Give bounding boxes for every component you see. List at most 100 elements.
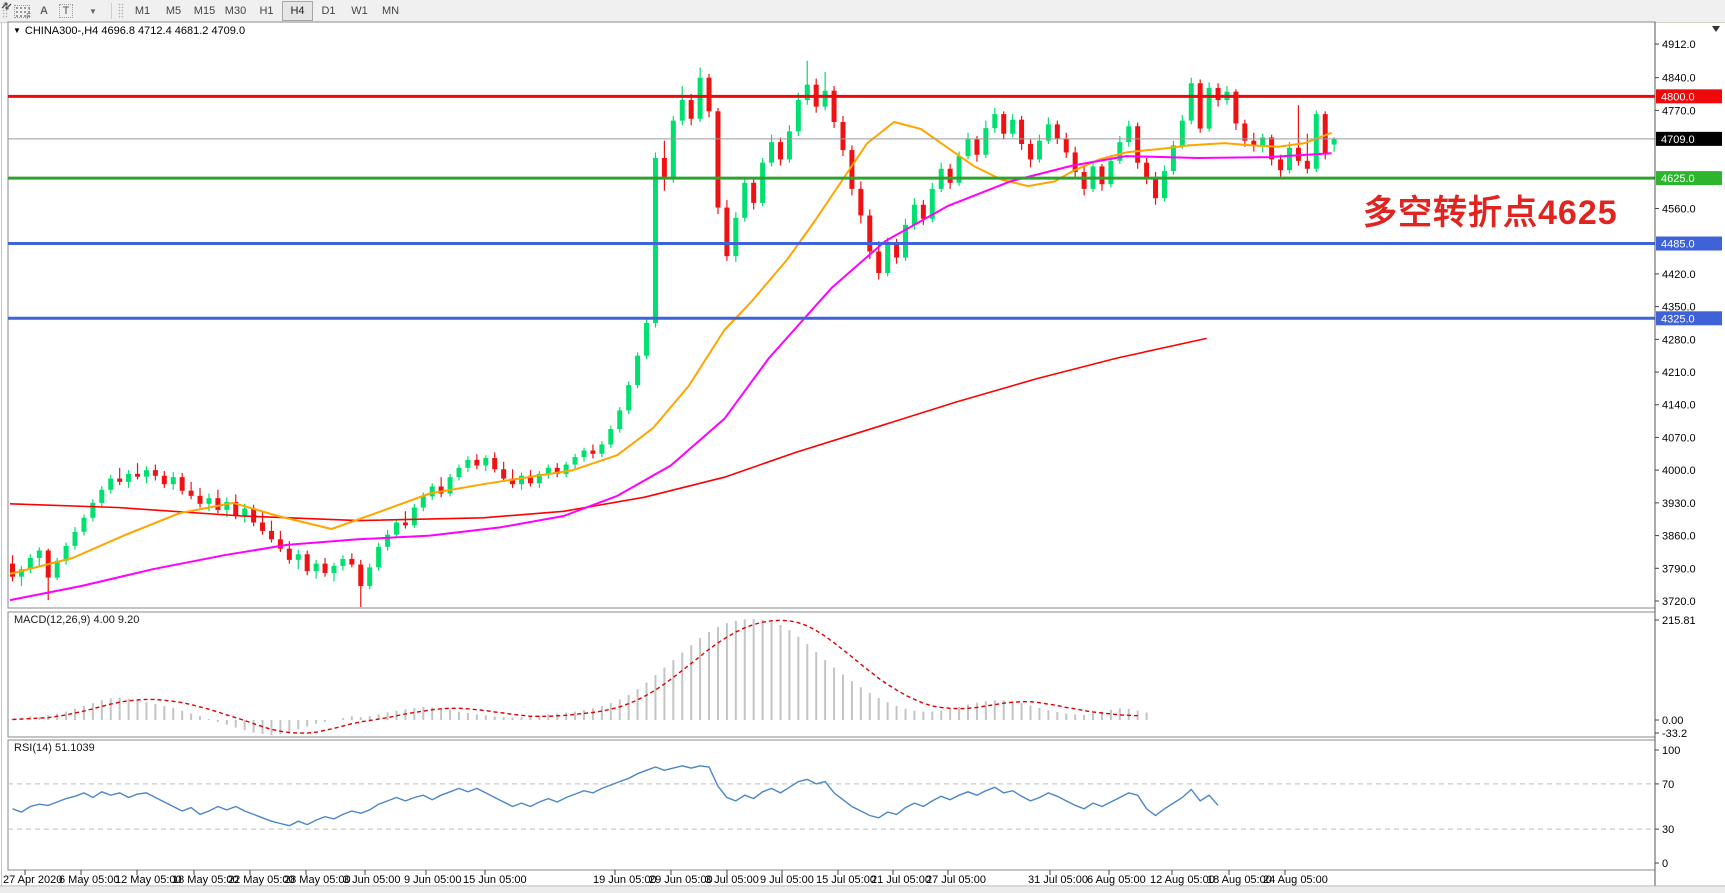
toolbar-grip-2[interactable] (118, 3, 124, 19)
symbol-ohlc-text: CHINA300-,H4 4696.8 4712.4 4681.2 4709.0 (24, 25, 246, 37)
rsi-indicator-label: RSI(14) 51.1039 (14, 742, 95, 754)
indicator-grid-icon[interactable]: F (11, 2, 33, 21)
candle (27, 554, 33, 573)
toolbar-grip[interactable] (2, 3, 8, 19)
candle (679, 86, 685, 126)
candle (965, 132, 971, 160)
candle (581, 447, 587, 462)
candle (411, 503, 417, 529)
orange-ma-line (9, 121, 1332, 575)
candle (572, 453, 578, 470)
price-tick-label: 3790.0 (1662, 563, 1696, 575)
timeframe-button-M30[interactable]: M30 (224, 5, 247, 17)
candle (63, 542, 69, 565)
candle (1313, 110, 1319, 173)
timeframe-button-M1[interactable]: M1 (134, 5, 151, 17)
candle (322, 558, 328, 577)
candle (608, 425, 614, 448)
chinese-annotation-text: 多空转折点4625 (1363, 194, 1618, 232)
macd-layer (11, 619, 1148, 735)
candle (652, 152, 658, 328)
candle (795, 92, 801, 137)
candle (1179, 115, 1185, 149)
time-axis-label: 18 Aug 05:00 (1207, 874, 1272, 886)
candle (822, 72, 828, 111)
candle (90, 499, 96, 522)
candle (536, 471, 542, 488)
timeframe-button-H1[interactable]: H1 (259, 5, 274, 17)
dotted-grid-icon: F (14, 4, 31, 21)
time-axis-label: 18 May 05:00 (172, 874, 239, 886)
time-axis-label: 15 Jul 05:00 (816, 874, 876, 886)
candle (483, 455, 489, 472)
candle (367, 563, 373, 590)
timeframe-button-W1[interactable]: W1 (351, 5, 368, 17)
candle (1286, 142, 1292, 174)
candle (36, 547, 42, 566)
candle (617, 407, 623, 433)
candle (1269, 134, 1275, 166)
collapse-triangle-icon[interactable]: ▼ (13, 26, 21, 35)
boxed-t-icon: T (58, 4, 74, 18)
candle (1001, 111, 1007, 140)
candle (724, 200, 730, 261)
timeframe-button-M5[interactable]: M5 (165, 5, 182, 17)
scroll-end-marker[interactable] (1712, 26, 1720, 32)
text-label-icon[interactable]: A (40, 5, 48, 17)
timeframe-button-M15[interactable]: M15 (193, 5, 216, 17)
svg-text:4625.0: 4625.0 (1661, 173, 1695, 185)
price-tick-label: 4560.0 (1662, 203, 1696, 215)
candle (447, 473, 453, 497)
price-badge-4800: 4800.0 (1656, 89, 1722, 104)
candle (295, 549, 301, 570)
window-edge (1, 22, 2, 886)
candle (429, 483, 435, 501)
macd-indicator-label: MACD(12,26,9) 4.00 9.20 (14, 614, 140, 626)
candle (99, 486, 105, 507)
time-axis-label: 12 May 05:00 (115, 874, 182, 886)
timeframe-button-D1[interactable]: D1 (321, 5, 336, 17)
candle (117, 467, 123, 486)
candle (1117, 136, 1123, 165)
candle (1242, 119, 1248, 147)
candle (510, 469, 516, 488)
candle (331, 562, 337, 582)
price-tick-label: 4070.0 (1662, 432, 1696, 444)
candle (81, 514, 87, 536)
candle (590, 444, 596, 459)
time-axis-label: 21 Jul 05:00 (871, 874, 931, 886)
candle (867, 209, 873, 259)
candle (751, 178, 757, 210)
price-badge-4325: 4325.0 (1656, 311, 1722, 326)
candle (786, 125, 792, 163)
candle (188, 481, 194, 500)
timeframe-button-H4[interactable]: H4 (282, 1, 313, 21)
candle (670, 115, 676, 183)
candle (474, 454, 480, 470)
candle (313, 559, 319, 579)
price-badge-4709: 4709.0 (1656, 131, 1722, 146)
candle (1081, 165, 1087, 196)
macd-pane (7, 611, 1656, 738)
arrange-arrows-icon[interactable]: ▼ (1, 2, 107, 20)
candle (563, 461, 569, 478)
time-axis-label: 3 Jun 05:00 (343, 874, 401, 886)
candle (554, 463, 560, 478)
red-trendline (9, 337, 1207, 522)
timeframe-button-MN[interactable]: MN (381, 5, 400, 17)
candle (161, 471, 167, 488)
candle (340, 555, 346, 571)
candle (260, 512, 266, 535)
candle (1135, 122, 1141, 169)
macd-signal-line (12, 619, 1138, 734)
candle (170, 472, 176, 490)
candle (1063, 132, 1069, 159)
rsi-layer (9, 765, 1654, 830)
candle (688, 93, 694, 126)
candle (1206, 82, 1212, 132)
price-tick-label: 4000.0 (1662, 465, 1696, 477)
text-box-icon[interactable]: T (55, 2, 77, 20)
magenta-ma-line (9, 152, 1332, 602)
